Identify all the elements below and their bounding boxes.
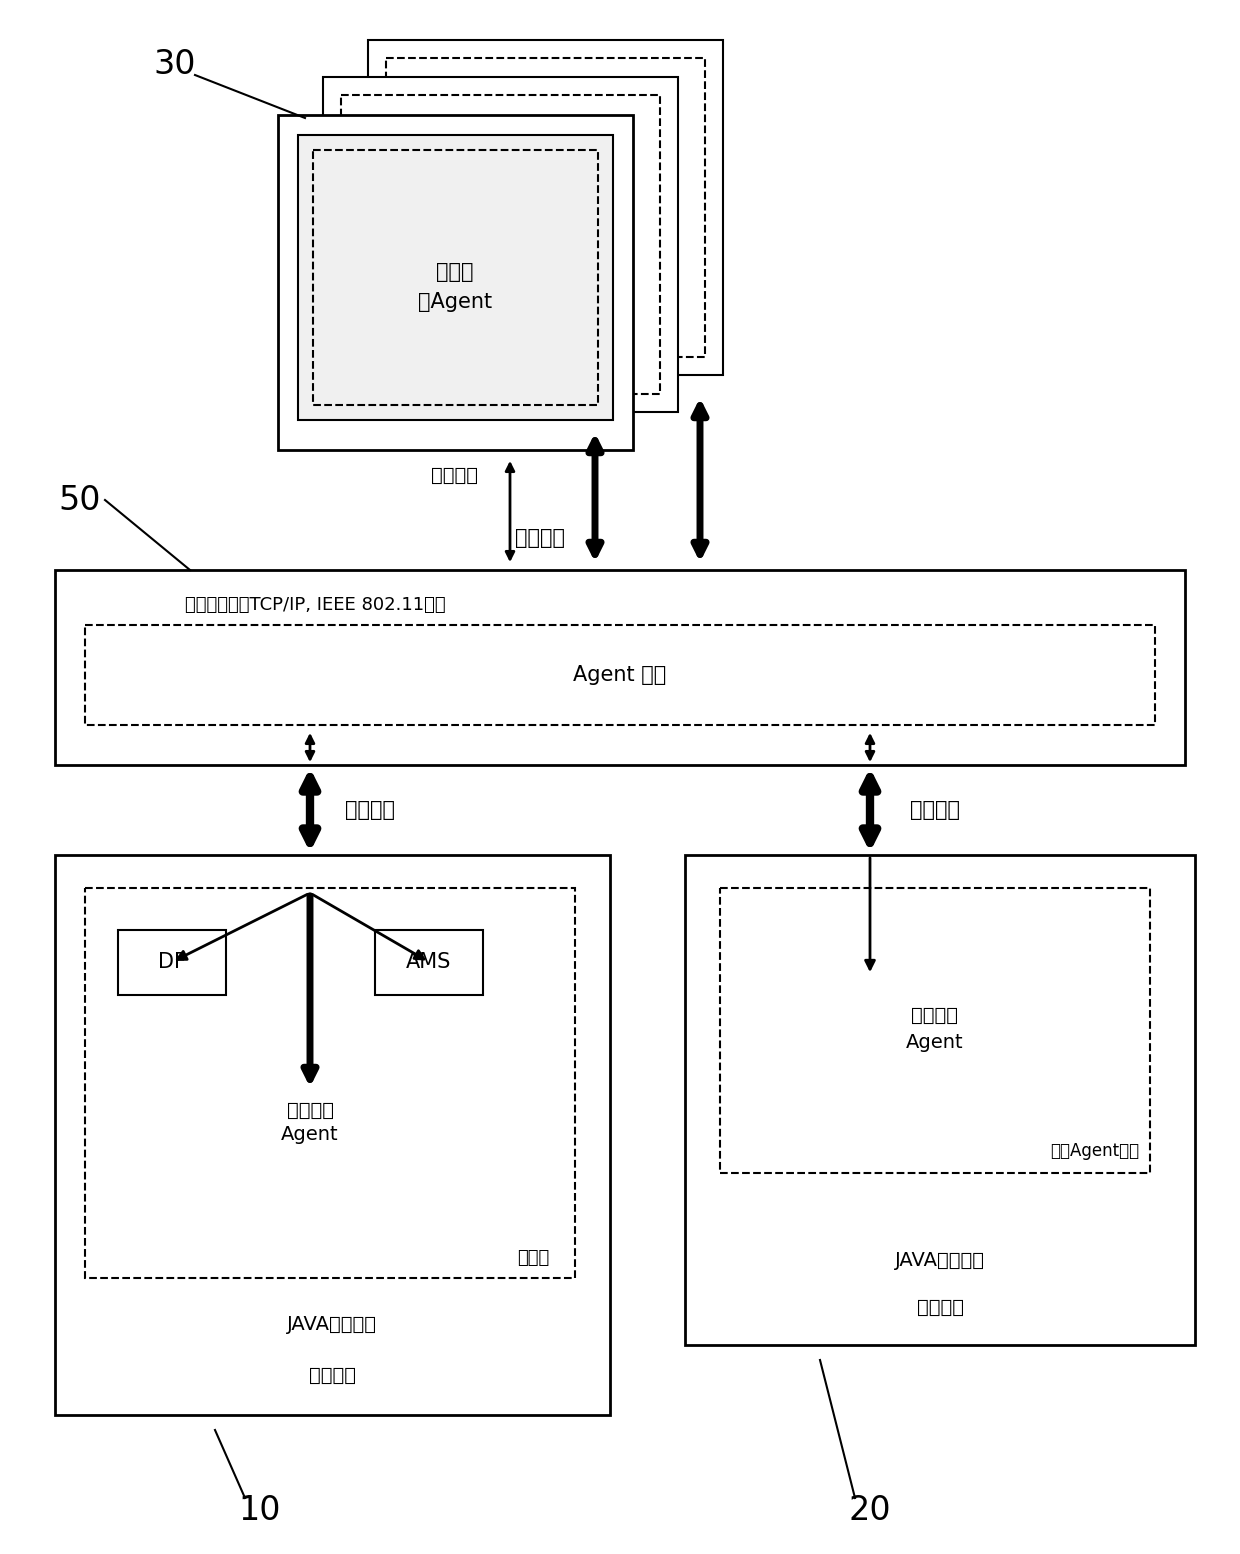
Bar bbox=[278, 115, 632, 451]
Text: 第三主机: 第三主机 bbox=[432, 466, 479, 485]
Bar bbox=[374, 929, 484, 995]
Text: 网络交互: 网络交互 bbox=[345, 800, 396, 821]
Bar bbox=[322, 78, 678, 412]
Bar bbox=[684, 855, 1195, 1346]
Bar bbox=[386, 57, 706, 357]
Text: 本Agent: 本Agent bbox=[418, 292, 492, 312]
Text: JAVA运行环境: JAVA运行环境 bbox=[286, 1316, 377, 1335]
Bar bbox=[312, 151, 598, 406]
Text: 第三基: 第三基 bbox=[436, 263, 474, 281]
Text: Agent 消息: Agent 消息 bbox=[573, 665, 667, 685]
Text: 10: 10 bbox=[239, 1493, 281, 1526]
Text: 第一Agent容器: 第一Agent容器 bbox=[1050, 1142, 1140, 1159]
Text: 第一主机: 第一主机 bbox=[309, 1366, 356, 1385]
Text: 网络交互: 网络交互 bbox=[515, 528, 565, 549]
Text: 30: 30 bbox=[154, 48, 196, 81]
Text: 网络交互: 网络交互 bbox=[910, 800, 960, 821]
Bar bbox=[118, 929, 226, 995]
Text: 50: 50 bbox=[58, 483, 102, 516]
Bar bbox=[55, 570, 1185, 765]
Bar bbox=[86, 625, 1154, 726]
Bar bbox=[368, 40, 723, 375]
Text: 第二基本: 第二基本 bbox=[911, 1005, 959, 1024]
Bar bbox=[86, 887, 575, 1277]
Bar bbox=[341, 95, 660, 395]
Text: 20: 20 bbox=[848, 1493, 892, 1526]
Text: 第一基本: 第一基本 bbox=[286, 1100, 334, 1119]
Text: Agent: Agent bbox=[906, 1032, 963, 1052]
Bar bbox=[55, 855, 610, 1416]
Text: JAVA运行环境: JAVA运行环境 bbox=[895, 1251, 985, 1270]
Bar bbox=[720, 887, 1149, 1173]
Text: AMS: AMS bbox=[407, 953, 451, 971]
Text: DF: DF bbox=[157, 953, 186, 971]
Bar bbox=[298, 135, 613, 420]
Text: Agent: Agent bbox=[281, 1125, 339, 1144]
Text: 网络协议栈（TCP/IP, IEEE 802.11等）: 网络协议栈（TCP/IP, IEEE 802.11等） bbox=[185, 597, 445, 614]
Text: 第二主机: 第二主机 bbox=[916, 1298, 963, 1316]
Text: 主容器: 主容器 bbox=[517, 1249, 549, 1267]
